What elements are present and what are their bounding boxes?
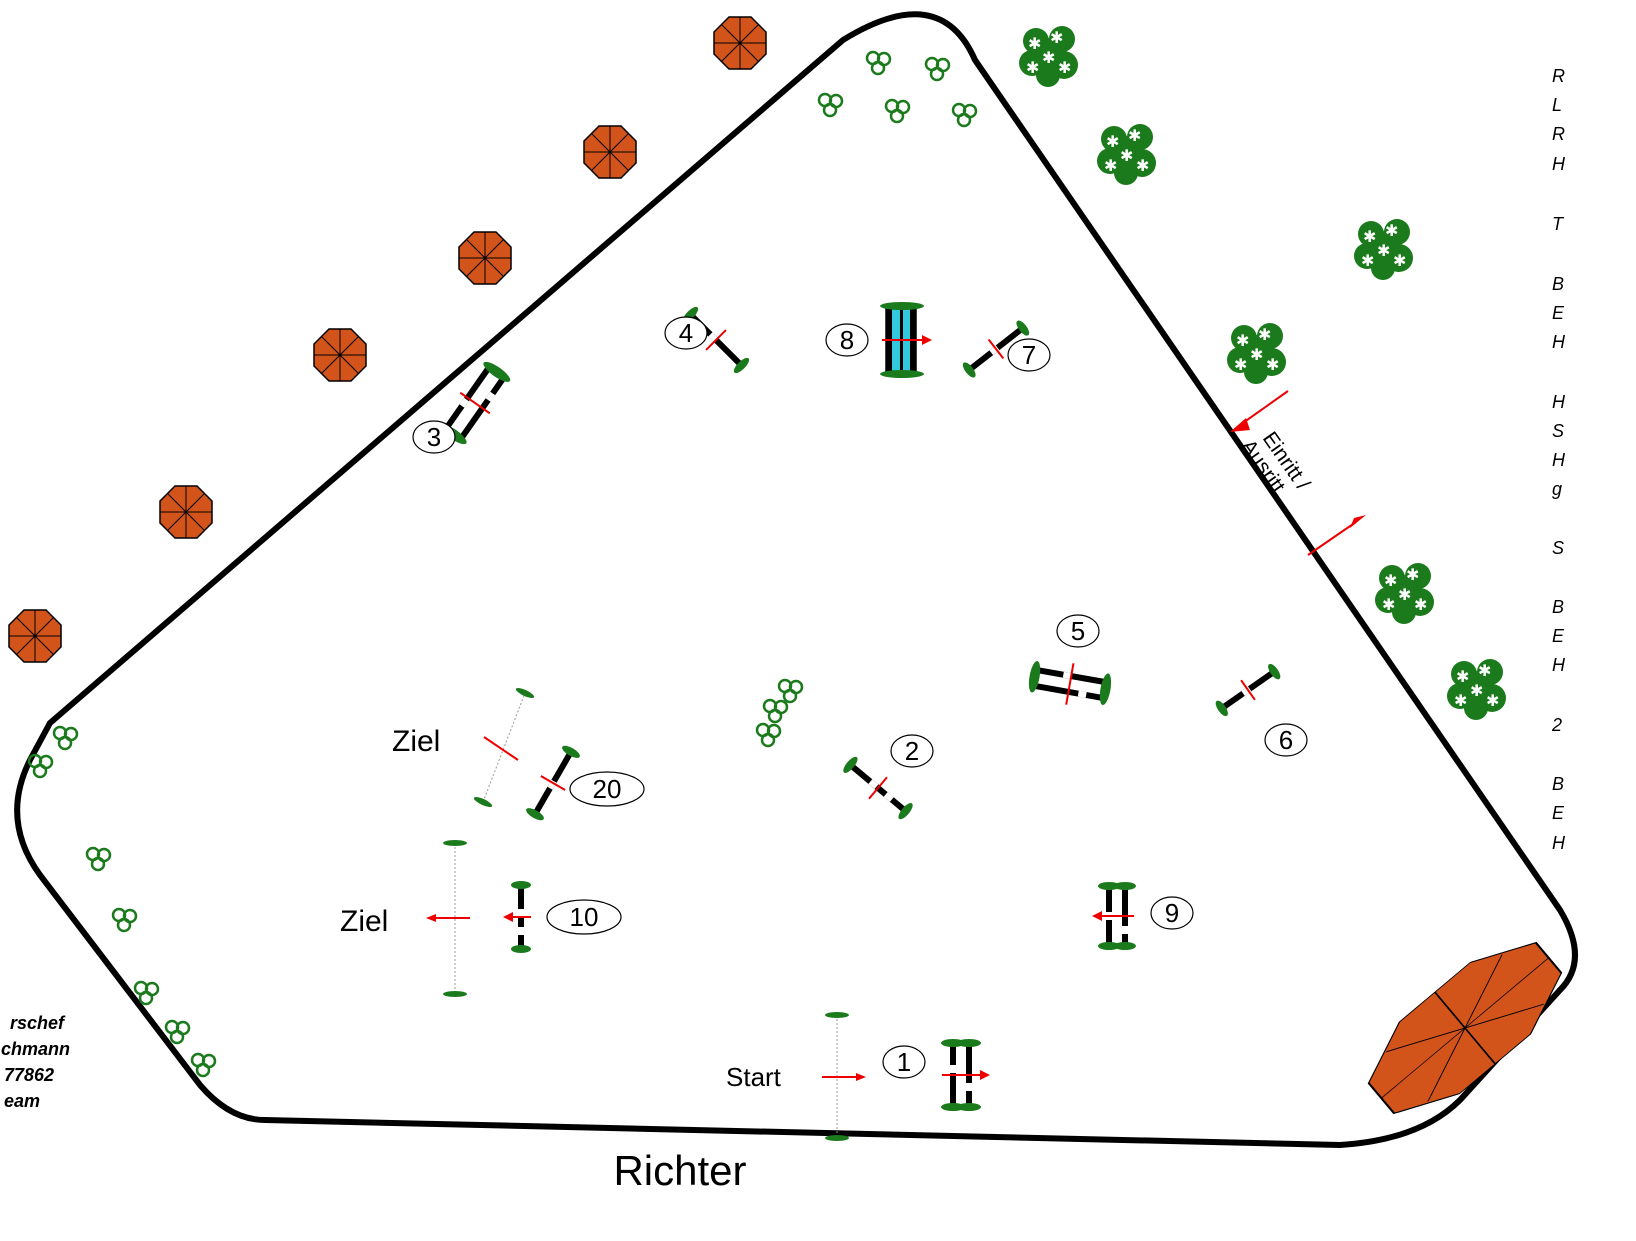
svg-text:7: 7 bbox=[1022, 340, 1036, 370]
shrub-icon bbox=[865, 50, 892, 76]
umbrella-icon bbox=[8, 609, 62, 663]
obstacle-8 bbox=[880, 302, 932, 378]
umbrella-icon bbox=[713, 16, 767, 70]
ziel-label-2: Ziel bbox=[340, 905, 388, 938]
svg-text:H: H bbox=[1552, 655, 1566, 675]
obstacle-9 bbox=[1092, 882, 1136, 950]
svg-text:E: E bbox=[1552, 803, 1565, 823]
svg-text:B: B bbox=[1552, 597, 1564, 617]
obstacle-10 bbox=[503, 881, 531, 953]
svg-text:T: T bbox=[1552, 214, 1565, 234]
shrub-icon bbox=[762, 698, 789, 724]
finish-line-1 bbox=[473, 687, 535, 808]
number-10: 10 bbox=[546, 899, 622, 935]
svg-text:1: 1 bbox=[897, 1047, 911, 1077]
svg-text:10: 10 bbox=[570, 902, 599, 932]
shrub-icon bbox=[164, 1019, 191, 1045]
tree-icon bbox=[1447, 659, 1506, 720]
umbrella-icon bbox=[458, 231, 512, 285]
shrub-icon bbox=[884, 98, 911, 124]
svg-text:H: H bbox=[1552, 450, 1566, 470]
svg-text:77862: 77862 bbox=[4, 1065, 54, 1085]
shrub-icon bbox=[755, 722, 782, 748]
svg-text:5: 5 bbox=[1071, 616, 1085, 646]
svg-text:2: 2 bbox=[905, 736, 919, 766]
obstacle-6 bbox=[1215, 663, 1281, 717]
large-umbrella-icon bbox=[1367, 941, 1563, 1115]
shrub-icon bbox=[817, 92, 844, 118]
obstacle-5 bbox=[1028, 660, 1112, 706]
arena-border bbox=[14, 11, 1578, 1149]
svg-text:R: R bbox=[1552, 124, 1565, 144]
svg-text:H: H bbox=[1552, 833, 1566, 853]
svg-text:S: S bbox=[1552, 538, 1564, 558]
svg-text:B: B bbox=[1552, 774, 1564, 794]
start-line bbox=[822, 1012, 866, 1141]
number-1: 1 bbox=[882, 1045, 926, 1079]
shrub-icon bbox=[190, 1052, 217, 1078]
svg-text:E: E bbox=[1552, 303, 1565, 323]
svg-text:H: H bbox=[1552, 392, 1566, 412]
tree-icon bbox=[1019, 26, 1078, 87]
obstacle-7 bbox=[962, 320, 1030, 378]
umbrella-icon bbox=[583, 125, 637, 179]
shrub-icon bbox=[924, 56, 951, 82]
number-2: 2 bbox=[890, 734, 934, 768]
entry-arrow bbox=[1230, 390, 1289, 432]
exit-arrow bbox=[1307, 515, 1366, 556]
left-info-panel: rschef chmann 77862 eam bbox=[1, 1013, 70, 1111]
shrub-icon bbox=[85, 846, 112, 872]
svg-text:20: 20 bbox=[593, 774, 622, 804]
svg-text:9: 9 bbox=[1165, 898, 1179, 928]
svg-text:chmann: chmann bbox=[1, 1039, 70, 1059]
shrub-icon bbox=[111, 907, 138, 933]
shrub-icon bbox=[777, 678, 804, 704]
obstacle-20 bbox=[526, 745, 580, 821]
ziel-label-1: Ziel bbox=[392, 725, 440, 758]
tree-icon bbox=[1227, 323, 1286, 384]
number-9: 9 bbox=[1150, 896, 1194, 930]
svg-text:B: B bbox=[1552, 274, 1564, 294]
tree-icon bbox=[1097, 124, 1156, 185]
svg-text:3: 3 bbox=[427, 422, 441, 452]
svg-text:H: H bbox=[1552, 332, 1566, 352]
svg-text:eam: eam bbox=[4, 1091, 40, 1111]
finish-line-2 bbox=[426, 840, 470, 997]
umbrella-icon bbox=[159, 485, 213, 539]
start-label: Start bbox=[726, 1062, 782, 1092]
obstacle-2 bbox=[843, 756, 913, 820]
svg-text:R: R bbox=[1552, 66, 1565, 86]
svg-text:H: H bbox=[1552, 154, 1566, 174]
tree-icon bbox=[1375, 563, 1434, 624]
tree-icon bbox=[1354, 219, 1413, 280]
number-4: 4 bbox=[664, 316, 708, 350]
richter-label: Richter bbox=[613, 1147, 746, 1194]
shrub-icon bbox=[951, 102, 978, 128]
svg-text:2: 2 bbox=[1551, 715, 1562, 735]
number-5: 5 bbox=[1056, 614, 1100, 648]
umbrella-icon bbox=[313, 328, 367, 382]
shrub-icon bbox=[52, 725, 79, 751]
svg-text:6: 6 bbox=[1279, 725, 1293, 755]
number-20: 20 bbox=[569, 771, 645, 807]
svg-text:L: L bbox=[1552, 95, 1562, 115]
svg-text:E: E bbox=[1552, 626, 1565, 646]
svg-text:4: 4 bbox=[679, 318, 693, 348]
number-6: 6 bbox=[1264, 723, 1308, 757]
number-7: 7 bbox=[1007, 338, 1051, 372]
number-8: 8 bbox=[825, 323, 869, 357]
obstacle-1 bbox=[941, 1039, 990, 1111]
number-3: 3 bbox=[412, 420, 456, 454]
svg-text:S: S bbox=[1552, 421, 1564, 441]
svg-text:g: g bbox=[1552, 479, 1562, 499]
svg-text:rschef: rschef bbox=[10, 1013, 66, 1033]
svg-text:8: 8 bbox=[840, 325, 854, 355]
right-info-panel: R L R H T B E H H S H g S B E H 2 B E H bbox=[1551, 66, 1566, 853]
